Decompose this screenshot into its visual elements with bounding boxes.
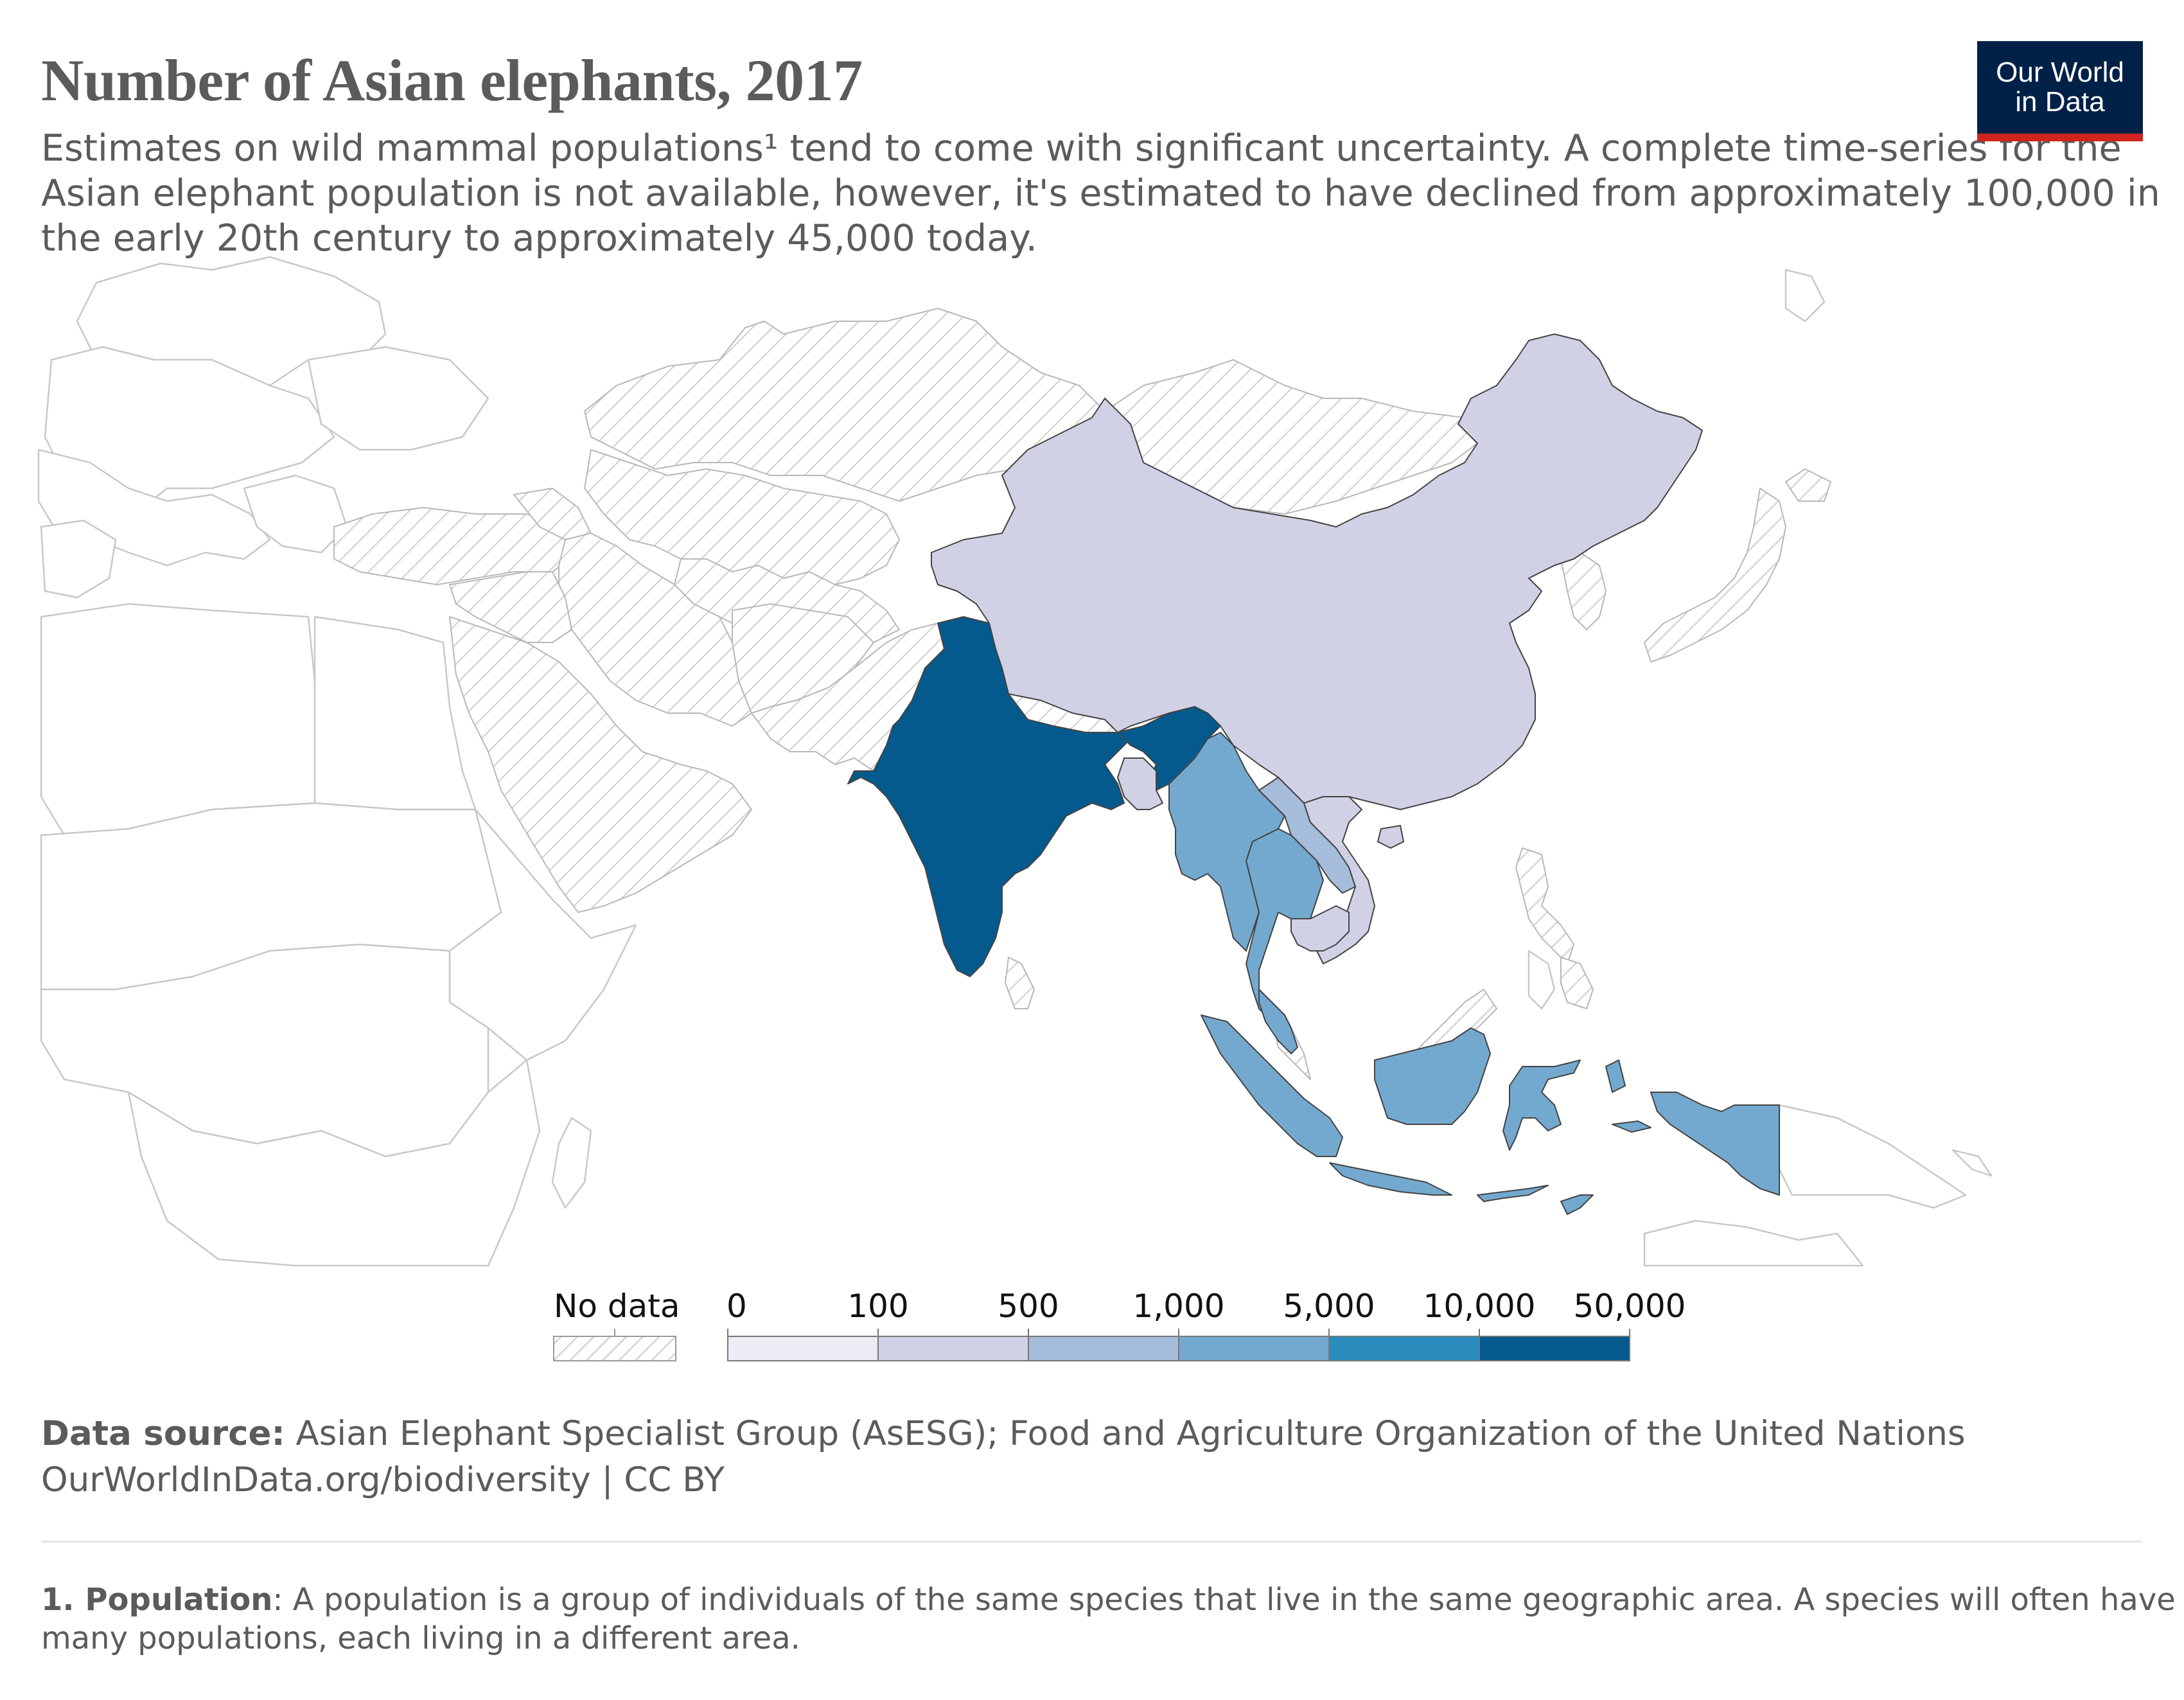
country-java xyxy=(1329,1162,1452,1196)
country-japan-north xyxy=(1785,468,1831,502)
legend-tick-label-6: 10,000 xyxy=(1423,1288,1536,1325)
country-north-africa-west xyxy=(40,603,316,837)
country-philippines-south xyxy=(1560,957,1594,1009)
source-label: Data source: xyxy=(41,1414,285,1453)
country-seram xyxy=(1612,1120,1651,1133)
legend-swatch-6 xyxy=(1479,1336,1630,1361)
country-papua-new-guinea xyxy=(1778,1104,1967,1209)
legend-no-data-label: No data xyxy=(554,1288,680,1325)
country-ukraine-belarus xyxy=(307,346,489,451)
source-url[interactable]: OurWorldInData.org/biodiversity | CC BY xyxy=(41,1460,725,1500)
country-philippines xyxy=(1515,847,1574,964)
logo-line-2: in Data xyxy=(2015,86,2105,118)
chart-title: Number of Asian elephants, 2017 xyxy=(41,48,863,113)
source-text: Asian Elephant Specialist Group (AsESG);… xyxy=(285,1414,1966,1453)
legend-tick-label-5: 5,000 xyxy=(1283,1288,1375,1325)
logo-line-1: Our World xyxy=(1996,57,2124,88)
country-madagascar xyxy=(551,1117,592,1209)
subtitle-line-3: the early 20th century to approximately … xyxy=(41,217,1037,260)
country-kazakhstan xyxy=(584,449,900,585)
country-sulawesi xyxy=(1502,1059,1581,1151)
footnote-term: 1. Population xyxy=(41,1582,273,1618)
legend-tick-label-2: 100 xyxy=(847,1288,908,1325)
country-iberia xyxy=(40,519,117,599)
country-australia-north xyxy=(1643,1219,1864,1267)
legend: No data 0 100 500 1,000 5,000 10,000 50,000 xyxy=(553,1288,1686,1361)
country-hainan xyxy=(1377,825,1404,849)
country-timor xyxy=(1560,1194,1594,1215)
country-lesser-sunda xyxy=(1477,1185,1549,1202)
country-korea xyxy=(1560,552,1607,630)
choropleth-map xyxy=(37,256,1993,1267)
footnote: 1. Population: A population is a group o… xyxy=(41,1580,2184,1658)
legend-tick-label-3: 500 xyxy=(998,1288,1059,1325)
subtitle-line-2: Asian elephant population is not availab… xyxy=(41,172,2160,215)
country-china xyxy=(931,333,1703,810)
country-sumatra xyxy=(1201,1014,1343,1157)
country-bangladesh xyxy=(1117,757,1163,810)
country-japan xyxy=(1644,488,1786,662)
country-southern-africa xyxy=(127,1059,541,1267)
country-arabian-peninsula xyxy=(449,616,752,913)
legend-swatch-5 xyxy=(1328,1336,1480,1361)
country-maluku xyxy=(1605,1059,1626,1093)
country-japan-hokkaido xyxy=(1784,269,1826,323)
legend-no-data-swatch xyxy=(553,1336,676,1361)
no-data-countries xyxy=(333,308,1831,1080)
data-source: Data source: Asian Elephant Specialist G… xyxy=(41,1411,1966,1503)
legend-tick-label-4: 1,000 xyxy=(1132,1288,1224,1325)
footnote-text: : A population is a group of individuals… xyxy=(272,1582,2176,1618)
country-sri-lanka xyxy=(1005,957,1035,1009)
legend-tick-label-1: 0 xyxy=(727,1288,747,1325)
legend-swatch-3 xyxy=(1028,1336,1179,1361)
country-philippines-outline xyxy=(1528,950,1556,1010)
owid-logo[interactable]: Our World in Data xyxy=(1977,41,2143,141)
legend-swatch-2 xyxy=(877,1336,1029,1361)
country-iraq-syria xyxy=(449,571,572,643)
footnote-line-1: 1. Population: A population is a group o… xyxy=(41,1580,2184,1619)
background-countries xyxy=(37,256,1993,1267)
country-north-africa-east xyxy=(313,615,477,811)
country-thailand xyxy=(1246,828,1324,1022)
country-cambodia xyxy=(1290,905,1350,952)
chart-subtitle: Estimates on wild mammal populations¹ te… xyxy=(41,126,2171,261)
legend-bins: 0 100 500 1,000 5,000 10,000 50,000 xyxy=(727,1288,1686,1361)
footnote-line-2: many populations, each living in a diffe… xyxy=(41,1620,800,1656)
legend-tick-label-7: 50,000 xyxy=(1574,1288,1686,1325)
country-solomon-islands xyxy=(1951,1149,1993,1177)
country-vietnam xyxy=(1303,796,1375,964)
country-borneo xyxy=(1374,1027,1491,1125)
data-countries xyxy=(847,333,1780,1215)
country-malaysia-peninsula xyxy=(1258,989,1298,1054)
country-iran xyxy=(558,533,752,727)
subtitle-line-1: Estimates on wild mammal populations¹ te… xyxy=(41,127,2122,170)
legend-swatch-1 xyxy=(727,1336,879,1361)
country-india xyxy=(847,616,1131,977)
divider xyxy=(41,1541,2142,1543)
country-new-guinea-west xyxy=(1650,1092,1780,1196)
legend-swatch-4 xyxy=(1178,1336,1330,1361)
